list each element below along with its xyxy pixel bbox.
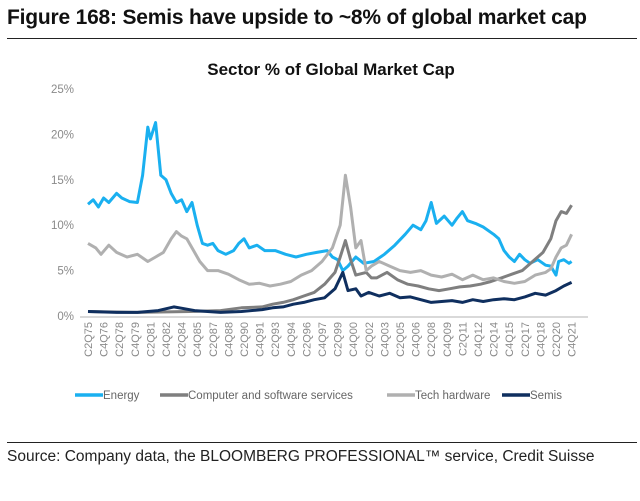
x-tick-label: C2Q84 xyxy=(177,322,189,357)
x-tick-label: C4Q06 xyxy=(411,322,423,357)
x-tick-label: C4Q09 xyxy=(442,322,454,357)
legend-label: Energy xyxy=(103,390,140,402)
line-chart: Sector % of Global Market Cap 0% 5% 10% 15%… xyxy=(51,60,588,402)
x-tick-label: C4Q91 xyxy=(255,322,267,357)
x-tick-label: C4Q03 xyxy=(379,322,391,357)
legend-item: Tech hardware xyxy=(387,390,490,402)
x-tick-label: C4Q97 xyxy=(317,322,329,357)
x-tick-label: C2Q17 xyxy=(520,322,532,357)
y-tick-label: 20% xyxy=(51,129,74,141)
x-tick-label: C2Q81 xyxy=(145,322,157,357)
x-tick-label: C2Q93 xyxy=(270,322,282,357)
x-tick-label: C4Q85 xyxy=(192,322,204,357)
legend-label: Tech hardware xyxy=(415,390,490,402)
x-tick-label: C4Q12 xyxy=(473,322,485,357)
x-tick-label: C4Q94 xyxy=(286,322,298,357)
y-tick-label: 10% xyxy=(51,220,74,232)
x-tick-label: C2Q99 xyxy=(333,322,345,357)
x-axis: C2Q75 C4Q76 C2Q78 C4Q79 C2Q81 C4Q82 C2Q84 C4Q85… xyxy=(80,316,588,357)
series-lines xyxy=(87,121,573,314)
x-tick-label: C2Q90 xyxy=(239,322,251,357)
x-tick-label: C4Q21 xyxy=(567,322,579,357)
x-tick-label: C2Q14 xyxy=(489,322,501,357)
legend-item: Semis xyxy=(502,390,562,402)
x-tick-label: C2Q87 xyxy=(208,322,220,357)
legend-item: Computer and software services xyxy=(160,390,353,402)
y-tick-label: 15% xyxy=(51,175,74,187)
x-tick-label: C2Q02 xyxy=(364,322,376,357)
y-axis: 0% 5% 10% 15% 20% 25% xyxy=(51,84,74,323)
y-tick-label: 25% xyxy=(51,84,74,96)
x-tick-label: C4Q82 xyxy=(161,322,173,357)
y-tick-label: 0% xyxy=(57,311,74,323)
legend: Energy Computer and software services Tech… xyxy=(75,390,562,402)
series-line-computer-and-software-services xyxy=(87,204,573,314)
x-tick-label: C2Q05 xyxy=(395,322,407,357)
legend-item: Energy xyxy=(75,390,140,402)
figure-title: Figure 168: Semis have upside to ~8% of … xyxy=(7,6,587,29)
x-tick-label: C4Q18 xyxy=(535,322,547,357)
legend-label: Semis xyxy=(530,390,562,402)
source-note: Source: Company data, the BLOOMBERG PROF… xyxy=(7,448,595,465)
top-rule xyxy=(7,38,637,39)
chart-title: Sector % of Global Market Cap xyxy=(207,60,455,79)
x-tick-label: C2Q75 xyxy=(83,322,95,357)
x-tick-label: C2Q11 xyxy=(457,322,469,356)
x-tick-label: C2Q20 xyxy=(551,322,563,357)
x-tick-label: C2Q96 xyxy=(301,322,313,357)
x-tick-label: C4Q79 xyxy=(130,322,142,357)
x-tick-label: C4Q76 xyxy=(99,322,111,357)
y-tick-label: 5% xyxy=(57,266,74,278)
series-line-tech-hardware xyxy=(87,173,573,288)
legend-label: Computer and software services xyxy=(188,390,353,402)
x-tick-label: C4Q88 xyxy=(223,322,235,357)
x-tick-label: C4Q15 xyxy=(504,322,516,357)
series-line-semis xyxy=(87,270,573,314)
x-tick-label: C2Q78 xyxy=(114,322,126,357)
bottom-rule xyxy=(7,442,637,443)
x-tick-label: C2Q08 xyxy=(426,322,438,357)
series-line-energy xyxy=(87,121,573,277)
x-tick-label: C4Q00 xyxy=(348,322,360,357)
